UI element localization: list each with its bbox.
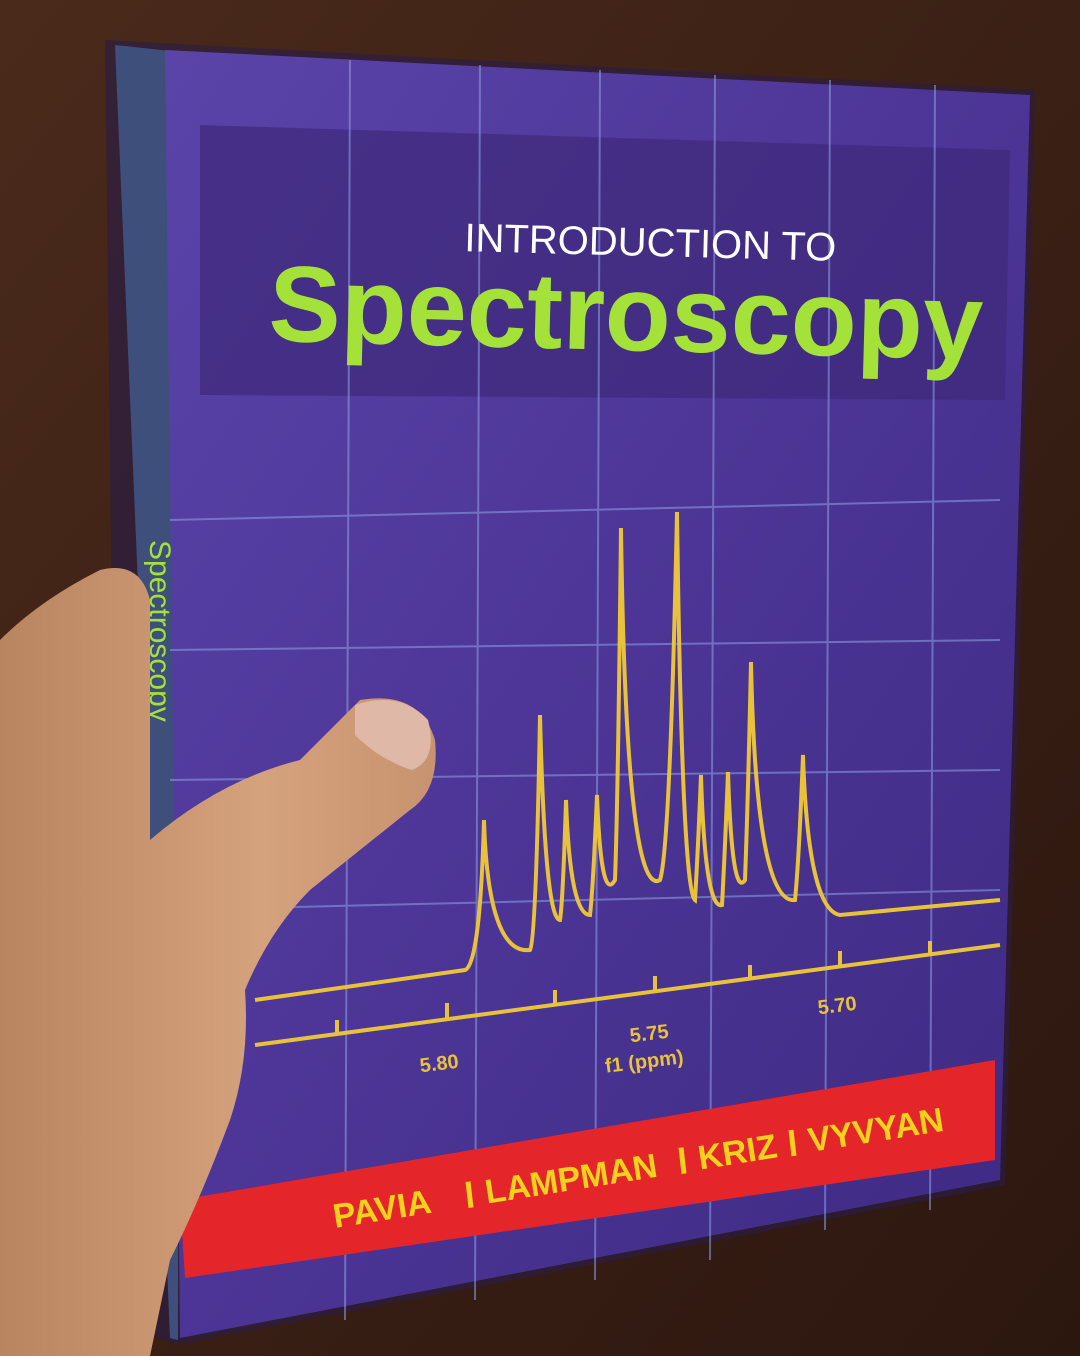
hand [0,568,436,1356]
spectrum-axis [254,941,1001,1047]
spectrum-trace [254,511,1001,1002]
axis-tick-label: 5.70 [817,993,858,1020]
thumbnail [355,700,431,770]
author-separator [465,1181,474,1208]
author-separator [678,1147,687,1174]
author-separator [788,1129,797,1157]
axis-tick-label: 5.80 [419,1051,460,1078]
title-panel [200,125,1010,400]
cover-title: Spectroscopy [267,243,984,383]
axis-tick-label: 5.75 [629,1021,670,1048]
author-band [180,1060,995,1278]
cover-kicker: INTRODUCTION TO [464,216,837,270]
